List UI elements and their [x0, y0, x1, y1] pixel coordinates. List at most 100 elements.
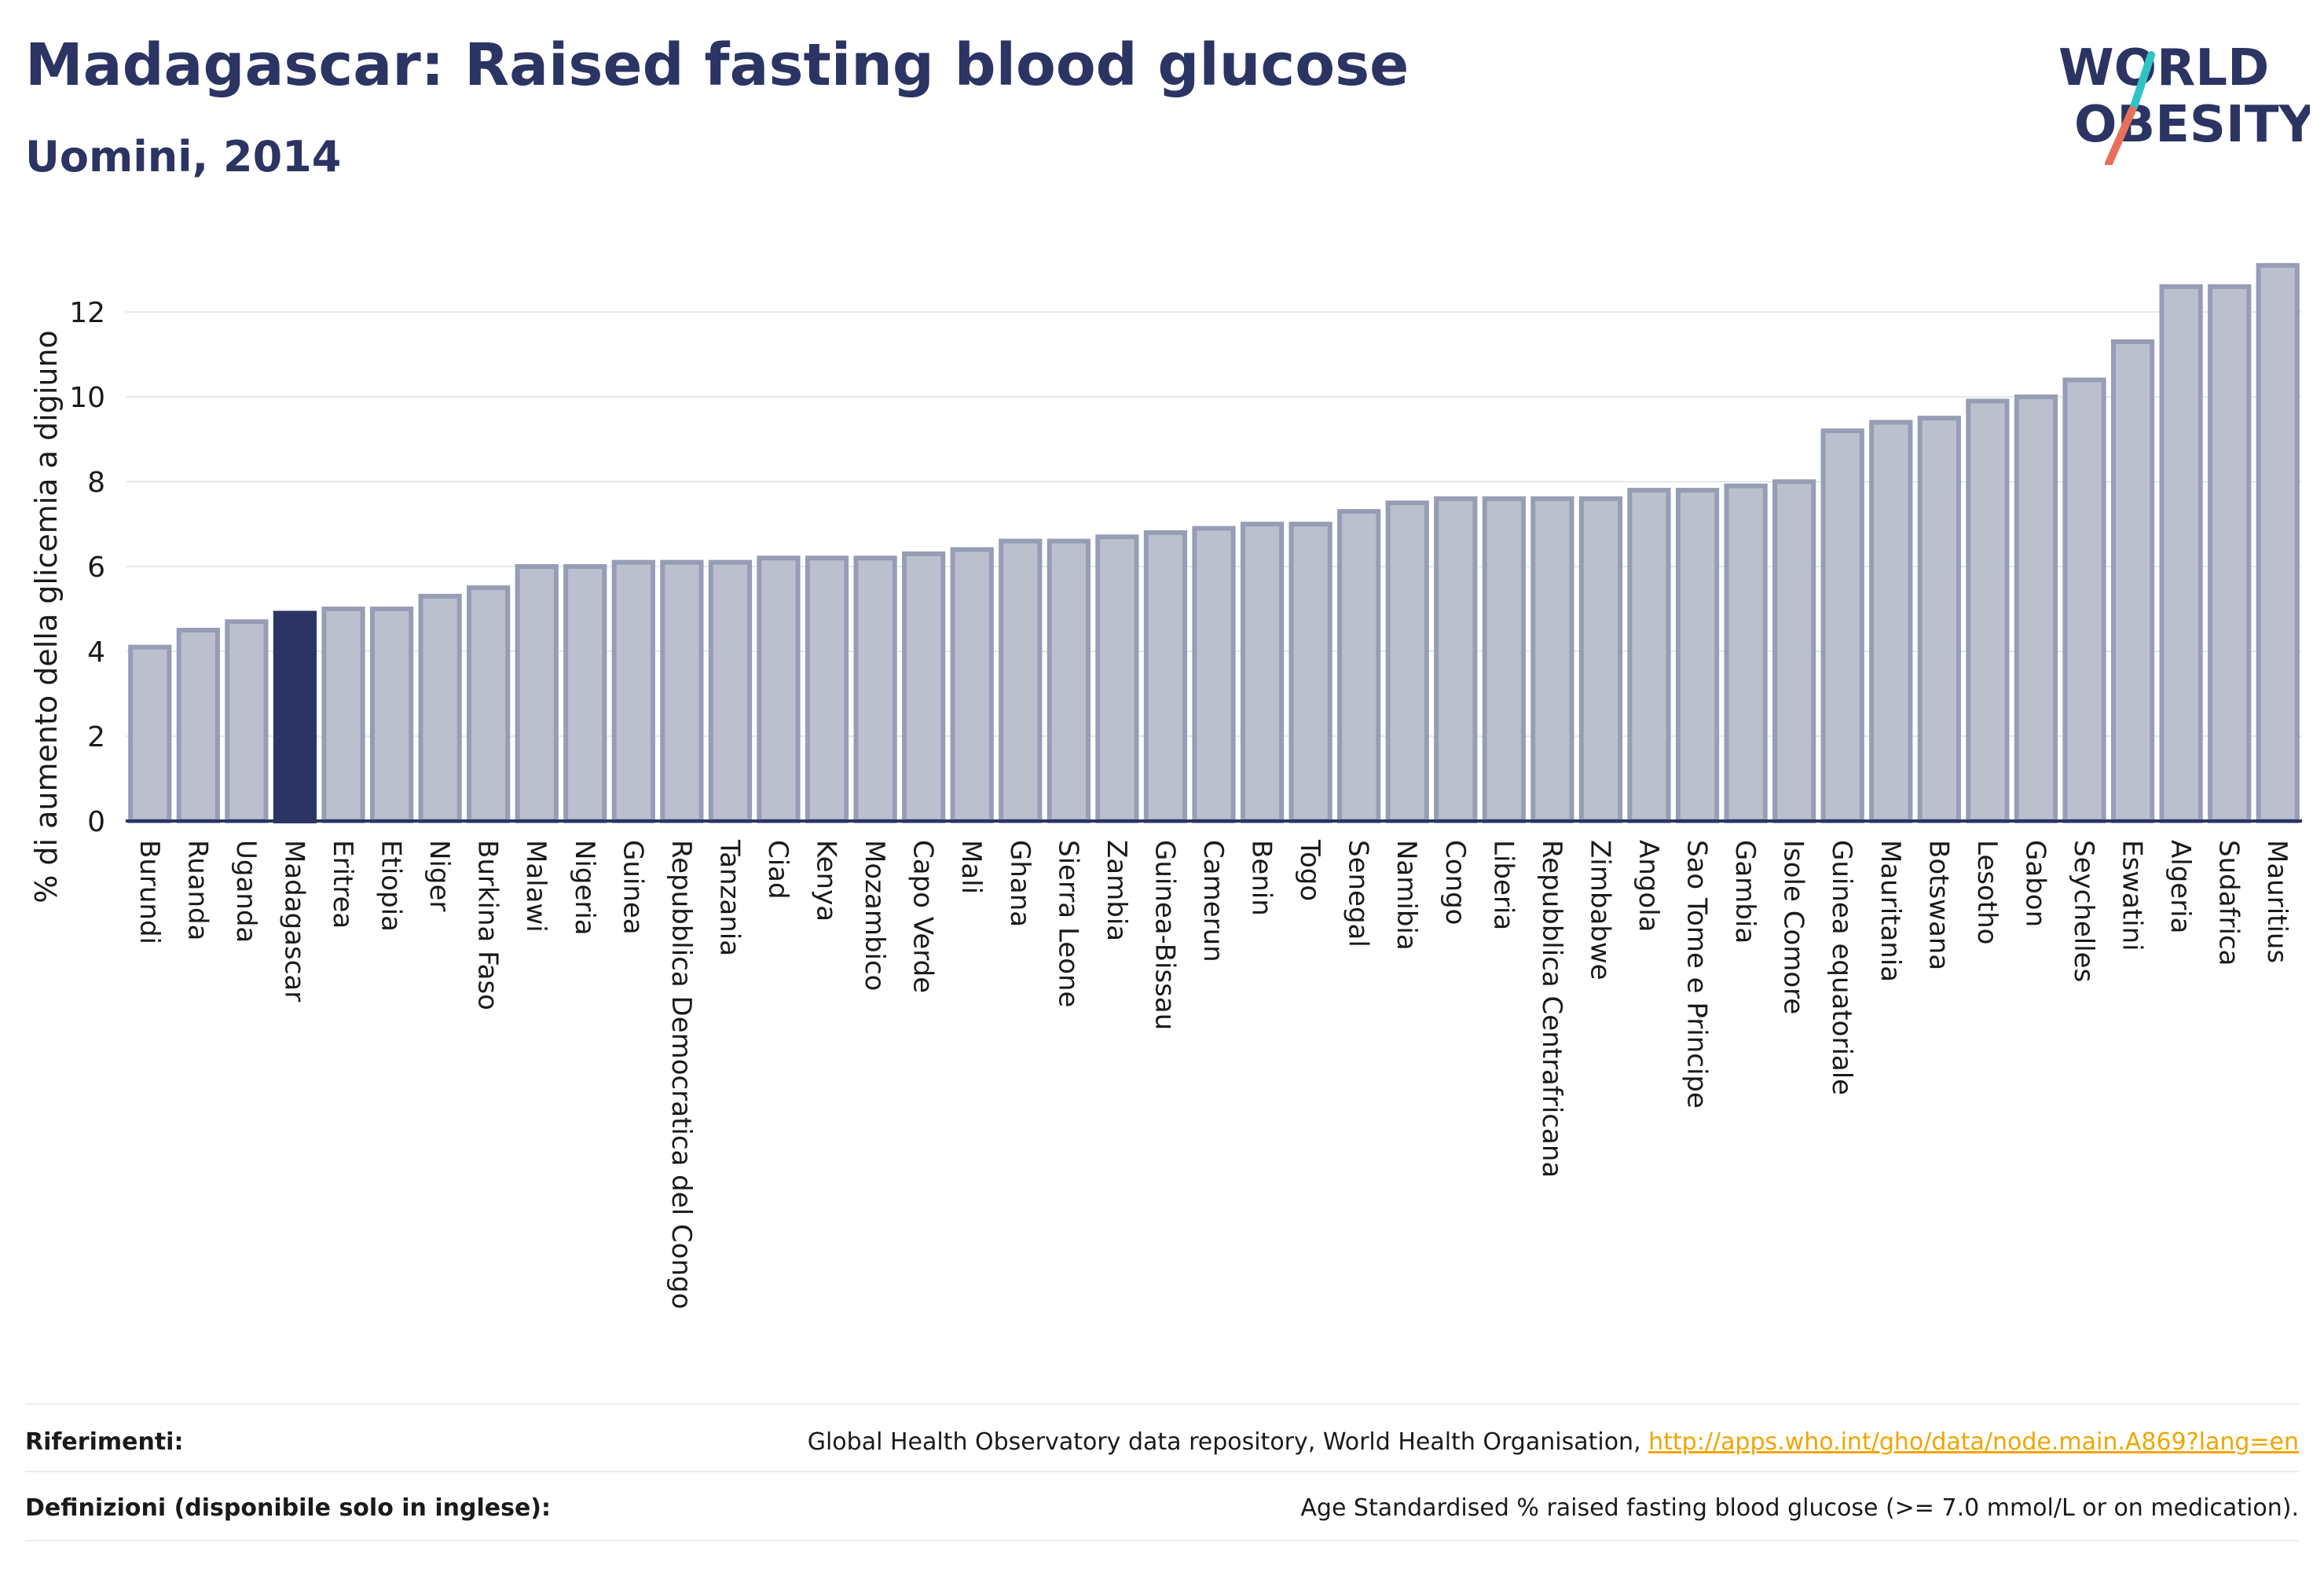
bar-senegal[interactable] [1337, 508, 1381, 824]
chart-title: Madagascar: Raised fasting blood glucose [25, 31, 1409, 99]
bar-namibia[interactable] [1385, 500, 1429, 823]
x-tick-label: Tanzania [713, 839, 745, 956]
bar-ghana[interactable] [999, 538, 1043, 824]
bar-tanzania[interactable] [708, 559, 753, 823]
bar-angola[interactable] [1627, 487, 1671, 823]
x-tick-label: Lesotho [1971, 840, 2003, 944]
references-link[interactable]: http://apps.who.int/gho/data/node.main.A… [1648, 1428, 2299, 1456]
bar-gabon[interactable] [2014, 394, 2058, 824]
x-tick-label: Zimbabwe [1584, 840, 1615, 980]
bar-uganda[interactable] [225, 619, 269, 824]
bar-ruanda[interactable] [176, 628, 220, 824]
y-tick-label: 0 [87, 806, 105, 838]
bar-zambia[interactable] [1095, 534, 1139, 824]
bar-botswana[interactable] [1917, 416, 1961, 823]
x-tick-label: Ruanda [181, 840, 213, 940]
x-tick-label: Mauritius [2261, 840, 2293, 963]
references-text: Global Health Observatory data repositor… [807, 1428, 1649, 1456]
logo-line-1: WORLD [2058, 39, 2269, 97]
x-tick-label: Mozambico [859, 840, 890, 991]
x-tick-label: Nigeria [569, 840, 600, 936]
x-tick-label: Senegal [1343, 840, 1374, 947]
x-tick-labels: Burundi Ruanda Uganda Madagascar Eritrea Etio… [134, 839, 2293, 1309]
bar-sudafrica[interactable] [2208, 284, 2252, 824]
bar-eritrea[interactable] [321, 607, 365, 823]
x-tick-label: Malawi [520, 840, 552, 933]
y-axis-label: % di aumento della glicemia a digiuno [29, 330, 64, 903]
bar-guinea-bissau[interactable] [1143, 530, 1188, 823]
y-tick-label: 4 [87, 636, 105, 669]
bar-isole-comore[interactable] [1772, 479, 1816, 824]
definitions-label: Definizioni (disponibile solo in inglese… [25, 1494, 551, 1522]
logo-slash-teal [2130, 51, 2155, 111]
y-tick-label: 2 [87, 721, 105, 753]
x-tick-label: Algeria [2165, 840, 2196, 933]
definitions-row: Definizioni (disponibile solo in inglese… [25, 1474, 2299, 1541]
bar-ciad[interactable] [757, 555, 801, 823]
bar-malawi[interactable] [515, 564, 559, 824]
bar-togo[interactable] [1288, 522, 1332, 823]
bar-sierra-leone[interactable] [1047, 538, 1091, 824]
bar-congo[interactable] [1434, 496, 1478, 823]
bar-guinea[interactable] [611, 559, 655, 823]
definitions-value: Age Standardised % raised fasting blood … [1300, 1494, 2299, 1522]
x-tick-label: Togo [1294, 839, 1325, 901]
x-tick-label: Mali [955, 840, 987, 894]
x-tick-label: Gambia [1729, 840, 1761, 944]
x-tick-label: Ghana [1004, 840, 1036, 927]
bar-liberia[interactable] [1482, 496, 1526, 823]
x-tick-label: Mauritania [1875, 840, 1906, 982]
bar-capo-verde[interactable] [902, 551, 946, 823]
references-value: Global Health Observatory data repositor… [808, 1428, 2299, 1456]
bar-lesotho[interactable] [1966, 398, 2010, 824]
footer-divider-middle [25, 1471, 2299, 1472]
bar-mauritius[interactable] [2256, 262, 2300, 823]
bar-niger[interactable] [418, 593, 462, 824]
logo-slash-coral [2105, 106, 2136, 165]
bar-gambia[interactable] [1724, 483, 1768, 823]
y-tick-labels: 0 2 4 6 8 10 12 [69, 297, 105, 838]
x-tick-label: Repubblica Centrafricana [1536, 840, 1567, 1178]
bar-camerun[interactable] [1192, 526, 1236, 823]
world-obesity-logo[interactable]: WORLD OBESITY [2043, 31, 2310, 165]
x-tick-label: Guinea-Bissau [1149, 840, 1180, 1030]
bar-repubblica-democratica-del-congo[interactable] [660, 559, 704, 823]
x-tick-label: Liberia [1487, 840, 1519, 930]
bar-guinea-equatoriale[interactable] [1820, 428, 1864, 823]
footer-divider-bottom [25, 1540, 2299, 1541]
x-tick-label: Gabon [2019, 840, 2051, 927]
bar-burkina-faso[interactable] [467, 585, 511, 823]
y-tick-label: 12 [69, 297, 105, 329]
x-tick-label: Etiopia [376, 840, 407, 932]
bar-sao-tome-e-principe[interactable] [1675, 487, 1720, 823]
x-tick-label: Niger [423, 840, 455, 911]
x-tick-label: Burundi [134, 840, 165, 944]
x-tick-label: Isole Comore [1778, 840, 1809, 1014]
bar-algeria[interactable] [2159, 284, 2203, 824]
bar-mauritania[interactable] [1869, 420, 1913, 824]
bar-eswatini[interactable] [2110, 339, 2155, 824]
bar-burundi[interactable] [128, 644, 172, 823]
x-tick-label: Congo [1439, 840, 1471, 925]
bar-madagascar[interactable] [273, 610, 317, 823]
references-row: Riferimenti: Global Health Observatory d… [25, 1408, 2299, 1475]
bar-etiopia[interactable] [369, 607, 414, 823]
bar-seychelles[interactable] [2062, 377, 2106, 823]
x-tick-label: Guinea [617, 840, 648, 935]
bar-benin[interactable] [1240, 522, 1285, 823]
references-label: Riferimenti: [25, 1428, 184, 1456]
bar-kenya[interactable] [805, 555, 849, 823]
bar-repubblica-centrafricana[interactable] [1530, 496, 1574, 823]
x-tick-label: Angola [1633, 840, 1664, 932]
x-tick-label: Botswana [1923, 840, 1954, 970]
bar-mozambico[interactable] [853, 555, 897, 823]
x-tick-label: Zambia [1101, 840, 1132, 941]
bar-nigeria[interactable] [563, 564, 607, 824]
bars [128, 262, 2300, 824]
x-tick-label: Kenya [811, 840, 842, 922]
x-tick-label: Sudafrica [2213, 840, 2245, 966]
bar-mali[interactable] [950, 547, 994, 823]
bar-zimbabwe[interactable] [1578, 496, 1623, 823]
x-tick-label: Madagascar [278, 840, 310, 1002]
x-tick-label: Ciad [762, 840, 794, 900]
